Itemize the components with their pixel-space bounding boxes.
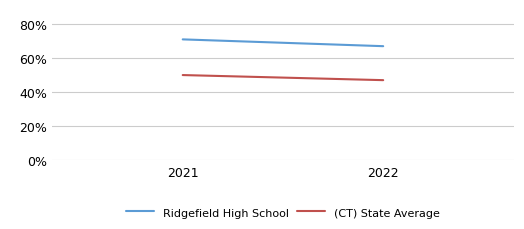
Ridgefield High School [380,46,386,48]
Line: (CT) State Average: (CT) State Average [183,76,383,81]
Line: Ridgefield High School: Ridgefield High School [183,40,383,47]
(CT) State Average [380,79,386,82]
Ridgefield High School [180,39,186,42]
Legend: Ridgefield High School, (CT) State Average: Ridgefield High School, (CT) State Avera… [126,207,440,218]
(CT) State Average [180,74,186,77]
